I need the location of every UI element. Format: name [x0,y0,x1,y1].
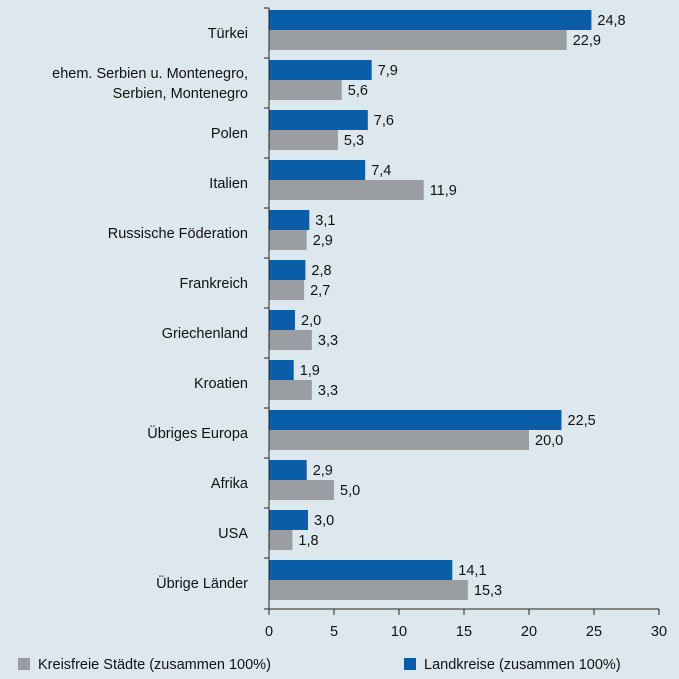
bar-landkreise-9 [269,460,307,480]
category-label-7: Kroatien [194,376,248,392]
category-label-9: Afrika [211,476,249,492]
bar-kreisfreie-1 [269,80,342,100]
value-label-kreisfreie-11: 15,3 [474,583,502,599]
bar-kreisfreie-0 [269,30,567,50]
bar-landkreise-11 [269,560,453,580]
bar-landkreise-2 [269,110,368,130]
bar-landkreise-7 [269,360,294,380]
bar-kreisfreie-9 [269,480,334,500]
category-label-1: ehem. Serbien u. Montenegro, Serbien, Mon… [52,66,248,102]
x-tick-label-0: 0 [265,624,273,640]
bar-landkreise-4 [269,210,310,230]
value-label-kreisfreie-6: 3,3 [318,333,338,349]
bar-kreisfreie-4 [269,230,307,250]
bar-landkreise-6 [269,310,295,330]
bar-landkreise-3 [269,160,366,180]
x-tick-label-5: 5 [330,624,338,640]
value-label-kreisfreie-9: 5,0 [340,483,360,499]
category-label-4: Russische Föderation [108,226,248,242]
category-labels: Türkei ehem. Serbien u. Montenegro, Serbie… [52,26,249,592]
value-label-landkreise-0: 24,8 [597,13,625,29]
bar-landkreise-5 [269,260,306,280]
value-label-kreisfreie-2: 5,3 [344,133,364,149]
legend-label-0: Kreisfreie Städte (zusammen 100%) [38,657,271,673]
category-label-11: Übrige Länder [156,574,248,592]
legend-label-1: Landkreise (zusammen 100%) [424,657,621,673]
value-labels: 24,8 22,9 7,9 5,6 7,6 5,3 7,4 11,9 3,1 2,9 2,8 2,7 2… [298,13,625,599]
value-label-landkreise-5: 2,8 [311,263,331,279]
value-label-kreisfreie-5: 2,7 [310,283,330,299]
value-label-kreisfreie-1: 5,6 [348,83,368,99]
value-label-kreisfreie-7: 3,3 [318,383,338,399]
bar-kreisfreie-11 [269,580,468,600]
value-label-landkreise-11: 14,1 [458,563,486,579]
category-label-8: Übriges Europa [147,424,249,442]
value-label-landkreise-10: 3,0 [314,513,334,529]
x-tick-label-30: 30 [651,624,667,640]
bar-kreisfreie-7 [269,380,312,400]
bar-landkreise-1 [269,60,372,80]
category-label-6: Griechenland [162,326,248,342]
value-label-landkreise-3: 7,4 [371,163,391,179]
x-tick-label-20: 20 [521,624,537,640]
value-label-landkreise-4: 3,1 [315,213,335,229]
bar-kreisfreie-5 [269,280,305,300]
value-label-kreisfreie-4: 2,9 [313,233,333,249]
bar-kreisfreie-6 [269,330,312,350]
value-label-kreisfreie-3: 11,9 [430,183,457,199]
category-label-10: USA [218,526,248,542]
category-label-3: Italien [209,176,248,192]
value-label-landkreise-7: 1,9 [300,363,320,379]
legend-swatch-1 [404,658,416,670]
x-tick-label-15: 15 [456,624,472,640]
value-label-landkreise-2: 7,6 [374,113,394,129]
value-label-landkreise-9: 2,9 [313,463,333,479]
bar-kreisfreie-8 [269,430,529,450]
legend-swatch-0 [18,658,30,670]
value-label-kreisfreie-10: 1,8 [298,533,318,549]
bars-group [269,10,592,600]
value-label-kreisfreie-0: 22,9 [573,33,601,49]
value-label-kreisfreie-8: 20,0 [535,433,563,449]
x-tick-label-10: 10 [391,624,407,640]
x-tick-label-25: 25 [586,624,602,640]
axes: 0 5 10 15 20 25 30 [264,7,667,640]
bar-landkreise-10 [269,510,308,530]
value-label-landkreise-8: 22,5 [568,413,596,429]
bar-landkreise-8 [269,410,562,430]
legend: Kreisfreie Städte (zusammen 100%) Landkre… [18,657,621,673]
category-label-5: Frankreich [180,276,249,292]
bar-landkreise-0 [269,10,592,30]
bar-kreisfreie-2 [269,130,338,150]
category-label-0: Türkei [208,26,248,42]
category-label-2: Polen [211,126,248,142]
value-label-landkreise-1: 7,9 [378,63,398,79]
bar-kreisfreie-3 [269,180,424,200]
value-label-landkreise-6: 2,0 [301,313,321,329]
bar-kreisfreie-10 [269,530,293,550]
